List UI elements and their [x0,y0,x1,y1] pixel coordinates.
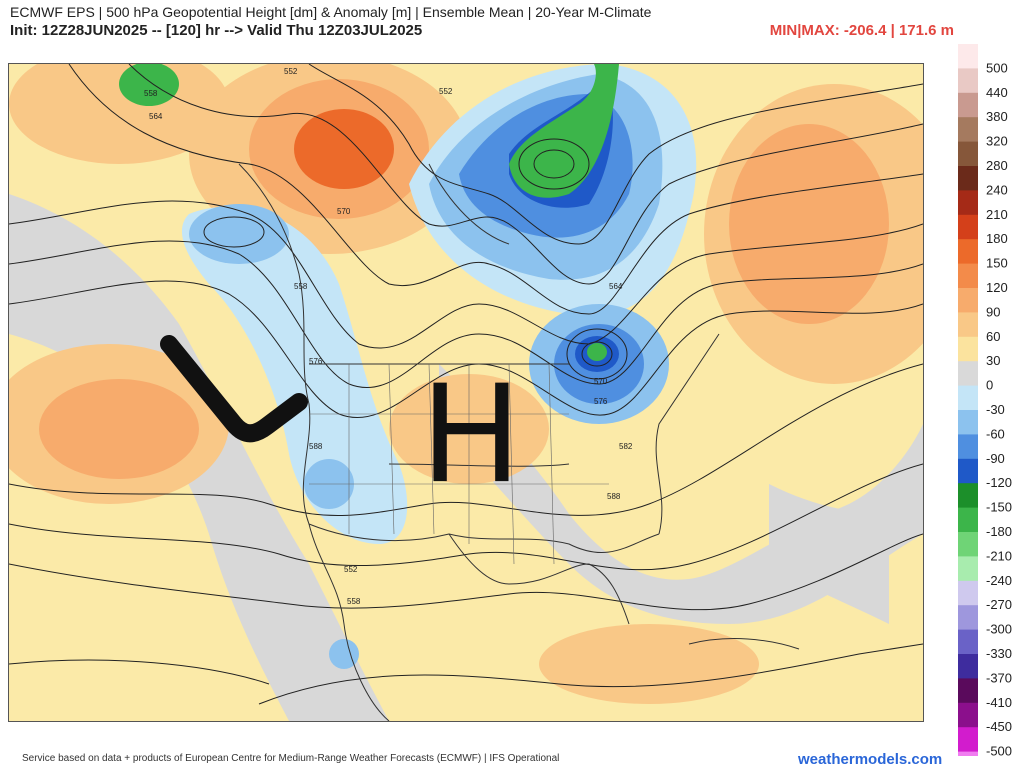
legend-swatch [958,336,978,362]
anomaly-map: 552 558 564 570 576 582 588 552 558 564 … [8,63,924,722]
legend-swatch [958,68,978,94]
legend-swatch [958,434,978,460]
legend-tick-label: -60 [986,426,1005,441]
min-max-readout: MIN|MAX: -206.4 | 171.6 m [769,22,954,39]
warm-anomaly-pacific-core [39,379,199,479]
contour-label: 558 [144,89,158,98]
contour-label: 582 [619,442,633,451]
legend-tick-label: 30 [986,353,1000,368]
init-valid-time: Init: 12Z28JUN2025 -- [120] hr --> Valid… [10,22,423,39]
legend-tick-label: 180 [986,231,1008,246]
legend-swatch [958,44,978,69]
contour-label: 588 [309,442,323,451]
cold-trough-canada-core [509,64,619,198]
legend-tick-label: -150 [986,500,1012,515]
legend-swatch [958,214,978,240]
coastlines [238,163,800,721]
warm-anomaly-caribbean [539,624,759,704]
legend-tick-label: -410 [986,695,1012,710]
legend-swatch [958,678,978,704]
legend-tick-label: -300 [986,622,1012,637]
legend-tick-label: 380 [986,109,1008,124]
contour-label: 588 [607,492,621,501]
legend-tick-label: -450 [986,719,1012,734]
legend-tick-label: -90 [986,451,1005,466]
chart-title: ECMWF EPS | 500 hPa Geopotential Height … [10,4,652,20]
contour-label: 552 [284,67,298,76]
warm-ridge-alaska-core [294,109,394,189]
state-borders [309,363,609,565]
contour-label: 570 [337,207,351,216]
legend-swatch [958,605,978,631]
legend-swatch [958,385,978,411]
legend-tick-label: -180 [986,524,1012,539]
legend-tick-label: 0 [986,378,993,393]
legend-swatch [958,483,978,509]
legend-swatch [958,410,978,435]
high-pressure-label: H [420,356,522,513]
legend-swatch [958,654,978,679]
cold-trough-gulf-alaska [189,204,289,264]
contour-label: 558 [347,597,361,606]
cold-pocket-arctic [119,64,179,106]
legend-tick-label: -240 [986,573,1012,588]
height-contours [9,64,923,705]
legend-swatch [958,117,978,143]
contour-label: 552 [439,87,453,96]
legend-swatch [958,190,978,216]
map-canvas: 552 558 564 570 576 582 588 552 558 564 … [9,64,923,721]
legend-swatch [958,580,978,606]
legend-swatch [958,727,978,753]
legend-swatch [958,141,978,167]
legend-swatch [958,166,978,191]
warm-anomaly-atlantic [729,124,889,324]
trough-annotation-mark [160,335,308,443]
legend-tick-label: 500 [986,60,1008,75]
legend-tick-label: 120 [986,280,1008,295]
brand-link[interactable]: weathermodels.com [798,751,943,768]
legend-tick-label: 240 [986,182,1008,197]
cold-trough-westcoast [181,206,408,544]
legend-swatch [958,556,978,582]
legend-swatch [958,288,978,313]
legend-swatch [958,629,978,655]
contour-label: 576 [309,357,323,366]
legend-swatch [958,751,978,756]
legend-swatch [958,702,978,728]
contour-label: 564 [609,282,623,291]
legend-tick-label: 60 [986,329,1000,344]
legend-swatch [958,263,978,289]
legend-swatch [958,361,978,387]
legend-tick-label: 280 [986,158,1008,173]
contour-label: 570 [594,377,608,386]
legend-tick-label: 320 [986,134,1008,149]
legend-swatch [958,507,978,533]
legend-swatch [958,312,978,338]
cold-low-greatlakes-core [587,343,607,361]
contour-label: 576 [594,397,608,406]
anomaly-color-legend: 500 440 380 320 280 240 210 180 150 120 90 60 30 0 -30… [958,44,1024,756]
legend-tick-label: -270 [986,597,1012,612]
data-credit: Service based on data + products of Euro… [22,753,560,764]
legend-swatch [958,532,978,557]
legend-tick-label: -120 [986,475,1012,490]
cold-pocket-mexico [329,639,359,669]
legend-tick-label: -330 [986,646,1012,661]
legend-swatch [958,458,978,484]
legend-tick-label: -500 [986,744,1012,756]
legend-tick-label: 210 [986,207,1008,222]
legend-tick-label: -370 [986,670,1012,685]
legend-tick-label: 440 [986,85,1008,100]
legend-canvas: 500 440 380 320 280 240 210 180 150 120 90 60 30 0 -30… [958,44,1012,756]
legend-tick-label: -30 [986,402,1005,417]
contour-label: 564 [149,112,163,121]
legend-tick-label: -210 [986,548,1012,563]
legend-swatch [958,239,978,265]
legend-tick-label: 150 [986,256,1008,271]
contour-label: 552 [344,565,358,574]
legend-tick-label: 90 [986,304,1000,319]
legend-swatch [958,92,978,118]
